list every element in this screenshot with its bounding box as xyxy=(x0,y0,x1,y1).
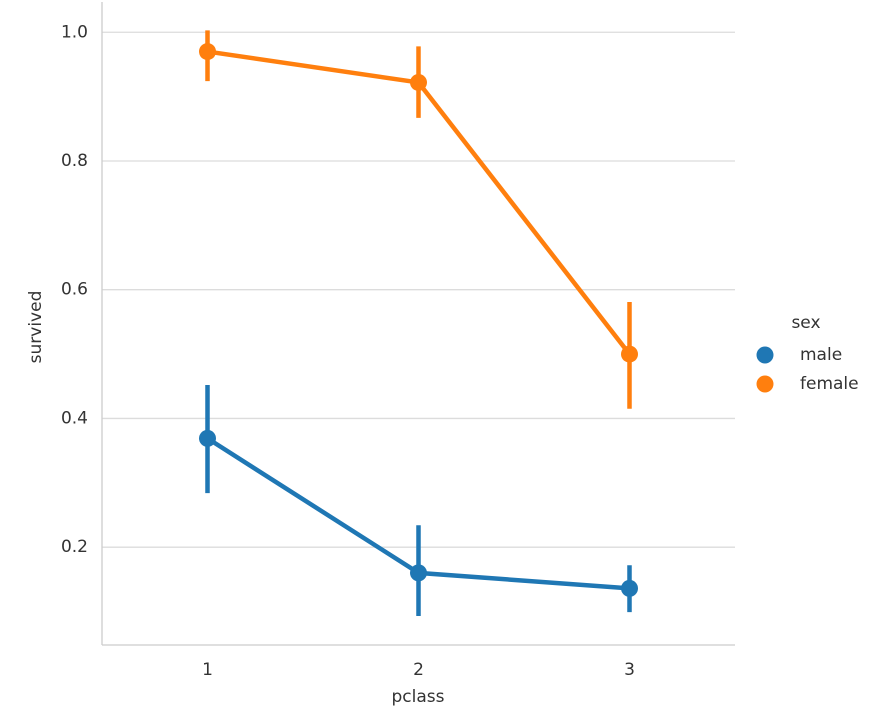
y-tick-label: 0.4 xyxy=(61,408,88,428)
legend-title: sex xyxy=(791,313,820,333)
point xyxy=(199,429,216,447)
y-tick-label: 0.8 xyxy=(61,151,88,171)
y-tick-label: 1.0 xyxy=(61,22,88,42)
x-tick-label: 1 xyxy=(202,660,213,680)
point xyxy=(410,564,427,582)
point xyxy=(621,345,638,363)
x-tick-label: 3 xyxy=(624,660,635,680)
point xyxy=(621,579,638,597)
y-tick-label: 0.6 xyxy=(61,280,88,300)
y-tick-label: 0.2 xyxy=(61,537,88,557)
legend-label: female xyxy=(800,374,859,394)
point xyxy=(199,43,216,61)
x-axis-label: pclass xyxy=(392,687,445,707)
legend-marker xyxy=(756,375,774,393)
y-axis-label: survived xyxy=(26,291,46,364)
legend-marker xyxy=(756,346,774,364)
point xyxy=(410,73,427,91)
legend-label: male xyxy=(800,345,842,365)
x-tick-label: 2 xyxy=(413,660,424,680)
